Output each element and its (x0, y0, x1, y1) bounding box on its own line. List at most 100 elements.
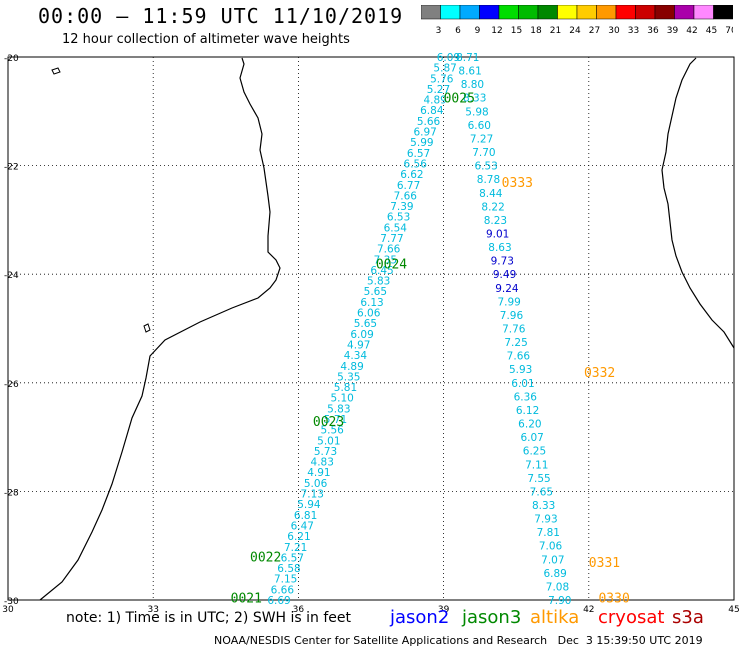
footer-credit: NOAA/NESDIS Center for Satellite Applica… (214, 634, 703, 647)
time-label: 0021 (231, 591, 262, 606)
time-label: 0024 (376, 257, 407, 272)
legend-jason2: jason2 (390, 607, 450, 628)
swh-value: 6.25 (523, 446, 546, 458)
legend-s3a: s3a (672, 607, 704, 628)
swh-value: 7.13 (301, 489, 324, 501)
colorbar-label: 12 (491, 26, 502, 36)
swh-value: 7.06 (539, 541, 563, 553)
swh-value: 5.93 (509, 364, 532, 376)
swh-value: 4.34 (344, 350, 368, 362)
swh-value: 4.91 (307, 467, 330, 479)
swh-value: 7.81 (537, 527, 560, 539)
swh-value: 8.22 (481, 201, 504, 213)
swh-value: 6.12 (516, 405, 539, 417)
swh-value: 6.21 (287, 531, 310, 543)
colorbar-swatch (713, 5, 733, 20)
swh-value: 6.56 (404, 158, 428, 170)
swh-value: 8.78 (477, 174, 500, 186)
colorbar-legend: 36912151821242730333639424570(ft) (421, 5, 733, 36)
swh-value: 7.39 (390, 201, 413, 213)
swh-value: 6.66 (271, 584, 295, 596)
swh-value: 6.53 (474, 161, 497, 173)
colorbar-label: 21 (550, 26, 561, 36)
time-label: 0331 (589, 556, 620, 571)
time-label: 0025 (444, 92, 475, 107)
swh-value: 7.77 (380, 233, 403, 245)
legend-cryosat: cryosat (598, 607, 665, 628)
swh-value: 6.57 (407, 148, 430, 160)
swh-value: 7.76 (502, 324, 526, 336)
coastlines (39, 57, 735, 601)
colorbar-label: 3 (436, 26, 442, 36)
swh-value: 7.65 (530, 486, 553, 498)
time-label: 0022 (250, 551, 281, 566)
swh-value: 6.09 (437, 52, 460, 64)
swh-value: 5.65 (354, 318, 377, 330)
swh-value: 4.83 (311, 457, 334, 469)
swh-value: 8.63 (488, 242, 511, 254)
lat-label: -22 (4, 163, 19, 173)
swh-value: 6.07 (520, 432, 543, 444)
grid-lines (8, 57, 734, 600)
swh-value: 4.89 (423, 95, 446, 107)
colorbar-label: 15 (511, 26, 522, 36)
swh-value: 6.36 (514, 391, 538, 403)
swh-value: 9.73 (491, 256, 514, 268)
colorbar-label: 24 (569, 26, 581, 36)
swh-value: 6.89 (543, 568, 566, 580)
swh-value: 8.80 (461, 79, 484, 91)
swh-value: 7.99 (497, 296, 520, 308)
time-label: 0330 (598, 591, 629, 606)
swh-value: 6.20 (518, 419, 541, 431)
swh-value: 5.06 (304, 478, 328, 490)
colorbar-label: 33 (628, 26, 639, 36)
time-labels: 0025 0333 0024 0332 0023 0022 0331 0021 0330 (231, 92, 630, 607)
swh-value: 6.01 (511, 378, 534, 390)
colorbar-label: 36 (647, 26, 659, 36)
lon-label: 30 (2, 605, 14, 615)
time-label: 0332 (584, 366, 615, 381)
swh-value: 5.01 (317, 435, 340, 447)
swh-value: 7.90 (548, 595, 571, 607)
colorbar-label: 6 (455, 26, 461, 36)
swh-value: 8.71 (456, 52, 479, 64)
swh-value: 5.27 (427, 84, 450, 96)
colorbar-label: 39 (667, 26, 679, 36)
island-marker (143, 323, 151, 333)
lon-label: 42 (583, 605, 594, 615)
swh-value: 6.57 (281, 552, 304, 564)
swh-value: 5.99 (410, 137, 433, 149)
lon-label: 39 (438, 605, 450, 615)
swh-value: 5.71 (324, 414, 347, 426)
colorbar-label: 18 (530, 26, 542, 36)
swh-value: 6.84 (420, 105, 444, 117)
swh-value: 7.27 (470, 133, 493, 145)
swh-value: 6.47 (291, 520, 314, 532)
swh-value: 6.69 (267, 595, 290, 607)
swh-value: 9.49 (493, 269, 516, 281)
note-text: note: 1) Time is in UTC; 2) SWH is in fe… (66, 610, 352, 626)
swh-value: 7.21 (284, 542, 307, 554)
swh-value: 7.93 (534, 514, 557, 526)
swh-value: 7.35 (374, 254, 397, 266)
lat-label: -28 (4, 488, 19, 498)
swh-value: 7.66 (507, 351, 531, 363)
swh-value: 6.60 (468, 120, 491, 132)
swh-value: 6.13 (360, 297, 383, 309)
lon-label: 45 (728, 605, 739, 615)
swh-value: 6.54 (384, 222, 408, 234)
swh-value: 6.97 (413, 127, 436, 139)
madagascar-coastline (661, 57, 735, 349)
swh-value: 8.44 (479, 188, 503, 200)
lat-label: -26 (4, 380, 19, 390)
altimeter-tracks: 6.095.875.765.274.896.845.666.975.996.57… (267, 52, 571, 607)
swh-value: 6.77 (397, 180, 420, 192)
swh-value: 7.11 (525, 459, 548, 471)
map-title: 00:00 – 11:59 UTC 11/10/2019 (38, 4, 404, 28)
swh-value: 7.66 (394, 190, 418, 202)
lon-label: 36 (293, 605, 305, 615)
swh-value: 5.10 (330, 393, 353, 405)
island-marker (51, 67, 61, 75)
colorbar-label: 9 (475, 26, 481, 36)
